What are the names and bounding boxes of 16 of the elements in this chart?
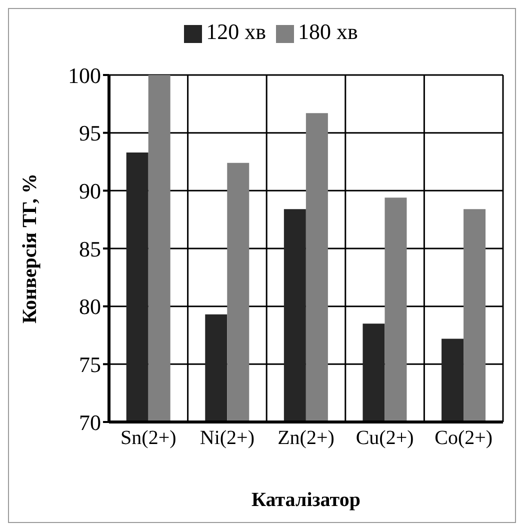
y-tick-label: 95 <box>79 120 101 146</box>
y-tick-label: 70 <box>79 410 101 435</box>
y-tick-label: 90 <box>79 178 101 204</box>
x-axis-title: Каталізатор <box>252 489 360 512</box>
legend-label: 120 хв <box>206 19 266 44</box>
y-axis-title: Конверсія ТГ, % <box>19 174 42 324</box>
y-tick-label: 100 <box>68 62 101 88</box>
legend-label: 180 хв <box>298 19 358 44</box>
x-tick-label: Ni(2+) <box>200 427 255 450</box>
y-tick-label: 85 <box>79 236 101 262</box>
x-tick-label: Co(2+) <box>434 427 493 450</box>
x-tick-label: Sn(2+) <box>120 427 176 450</box>
y-tick-label: 80 <box>79 294 101 320</box>
y-tick-label: 75 <box>79 352 101 377</box>
x-tick-label: Zn(2+) <box>278 427 334 450</box>
x-tick-label: Cu(2+) <box>356 427 414 450</box>
